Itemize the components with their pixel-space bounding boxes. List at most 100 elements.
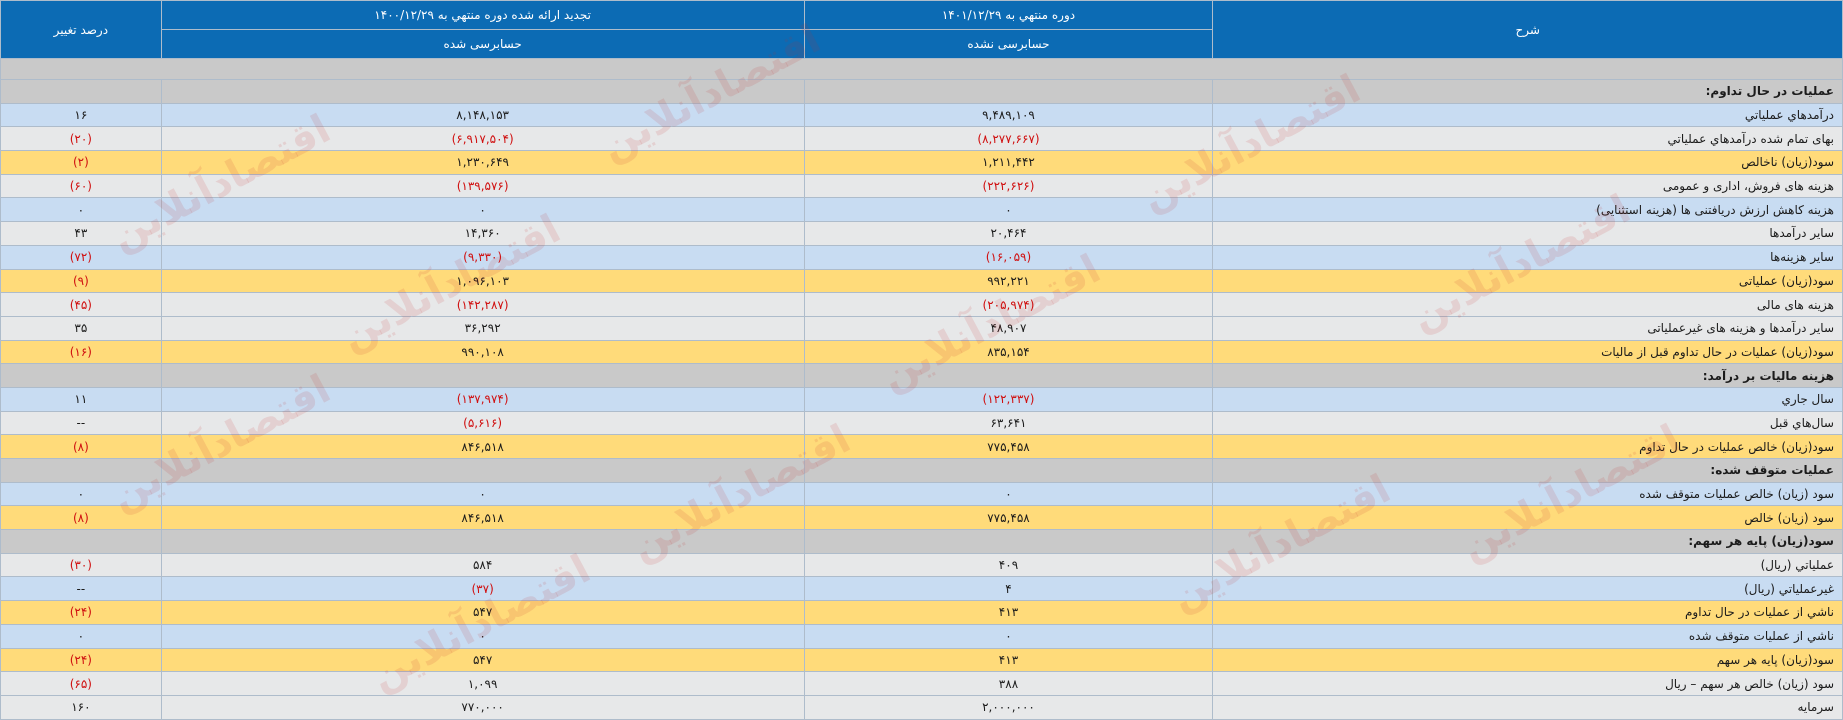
change-percent: (۹) bbox=[0, 268, 162, 294]
row-description: ساير درآمدها و هزينه هاى غيرعملياتى bbox=[1212, 315, 1843, 341]
row-description: غيرعملياتي (ريال) bbox=[1212, 576, 1843, 602]
change-percent: (۳۰) bbox=[0, 552, 162, 578]
value-1400: (۶,۹۱۷,۵۰۴) bbox=[160, 126, 805, 152]
section-empty-cell bbox=[803, 363, 1214, 388]
row-description: سرمايه bbox=[1212, 694, 1843, 720]
value-1400: ۱۴,۳۶۰ bbox=[160, 221, 805, 246]
value-1400: (۱۴۲,۲۸۷) bbox=[160, 292, 805, 317]
row-description: بهاى تمام شده درآمدهاي عملياتي bbox=[1212, 126, 1843, 152]
table-row: ساير درآمدها ۲۰,۴۶۴ ۱۴,۳۶۰ ۴۳ bbox=[0, 221, 1843, 246]
section-empty-cell bbox=[0, 79, 162, 104]
table-row: سال‌هاي قبل ۶۳,۶۴۱ (۵,۶۱۶) -- bbox=[0, 410, 1843, 436]
change-percent: ۳۵ bbox=[0, 315, 162, 341]
table-row: هزينه هاى مالى (۲۰۵,۹۷۴) (۱۴۲,۲۸۷) (۴۵) bbox=[0, 292, 1843, 317]
row-description: عملياتي (ريال) bbox=[1212, 552, 1843, 578]
value-1400: ۱,۰۹۶,۱۰۳ bbox=[160, 268, 805, 294]
change-percent: ۰ bbox=[0, 623, 162, 649]
section-empty-cell bbox=[0, 529, 162, 554]
value-1401: ۶۳,۶۴۱ bbox=[803, 410, 1214, 436]
value-1401: ۲,۰۰۰,۰۰۰ bbox=[803, 694, 1214, 720]
value-1401: (۱۶,۰۵۹) bbox=[803, 244, 1214, 270]
value-1400: ۱,۰۹۹ bbox=[160, 671, 805, 696]
change-percent: (۶۰) bbox=[0, 173, 162, 199]
value-1401: ۷۷۵,۴۵۸ bbox=[803, 434, 1214, 459]
change-percent: ۰ bbox=[0, 197, 162, 223]
table-row: ناشي از عمليات در حال تداوم ۴۱۳ ۵۴۷ (۲۴) bbox=[0, 600, 1843, 625]
change-percent: (۸) bbox=[0, 434, 162, 459]
section-header-row: سود(زيان) پايه هر سهم: bbox=[0, 529, 1843, 554]
table-row: سود (زيان) خالص عمليات متوقف شده ۰ ۰ ۰ bbox=[0, 481, 1843, 507]
row-description: سال جاري bbox=[1212, 386, 1843, 412]
table-row: بهاى تمام شده درآمدهاي عملياتي (۸,۲۷۷,۶۶۷… bbox=[0, 126, 1843, 152]
table-row: ناشي از عمليات متوقف شده ۰ ۰ ۰ bbox=[0, 623, 1843, 649]
row-description: سود(زيان) ناخالص bbox=[1212, 150, 1843, 175]
header-period-1401: دوره منتهي به ۱۴۰۱/۱۲/۲۹ bbox=[803, 0, 1214, 30]
value-1401: ۴۰۹ bbox=[803, 552, 1214, 578]
header-change: درصد تغییر bbox=[0, 0, 162, 59]
value-1400: (۱۳۷,۹۷۴) bbox=[160, 386, 805, 412]
change-percent: ۱۶۰ bbox=[0, 694, 162, 720]
value-1401: ۴۸,۹۰۷ bbox=[803, 315, 1214, 341]
spacer-row bbox=[0, 58, 1843, 80]
row-description: سود (زيان) خالص هر سهم – ريال bbox=[1212, 671, 1843, 696]
table-row: ساير درآمدها و هزينه هاى غيرعملياتى ۴۸,۹۰… bbox=[0, 315, 1843, 341]
row-description: سود(زيان) خالص عمليات در حال تداوم bbox=[1212, 434, 1843, 459]
row-description: ناشي از عمليات در حال تداوم bbox=[1212, 600, 1843, 625]
row-description: سود (زيان) خالص bbox=[1212, 505, 1843, 531]
value-1400: ۵۴۷ bbox=[160, 600, 805, 625]
value-1400: ۳۶,۲۹۲ bbox=[160, 315, 805, 341]
table-row: سود(زيان) پايه هر سهم ۴۱۳ ۵۴۷ (۲۴) bbox=[0, 647, 1843, 673]
header-desc: شرح bbox=[1212, 0, 1843, 59]
change-percent: (۲۴) bbox=[0, 600, 162, 625]
change-percent: ۱۶ bbox=[0, 102, 162, 128]
row-description: سود(زيان) پايه هر سهم bbox=[1212, 647, 1843, 673]
value-1401: ۴۱۳ bbox=[803, 600, 1214, 625]
row-description: ساير درآمدها bbox=[1212, 221, 1843, 246]
value-1401: ۳۸۸ bbox=[803, 671, 1214, 696]
section-title: سود(زيان) پايه هر سهم: bbox=[1212, 529, 1843, 554]
change-percent: (۲) bbox=[0, 150, 162, 175]
change-percent: (۱۶) bbox=[0, 339, 162, 365]
table-row: عملياتي (ريال) ۴۰۹ ۵۸۴ (۳۰) bbox=[0, 552, 1843, 578]
value-1401: ۴۱۳ bbox=[803, 647, 1214, 673]
table-row: هزينه هاى فروش، ادارى و عمومى (۲۲۲,۶۲۶) (۱… bbox=[0, 173, 1843, 199]
value-1401: ۱,۲۱۱,۴۴۲ bbox=[803, 150, 1214, 175]
change-percent: (۲۰) bbox=[0, 126, 162, 152]
value-1400: ۵۴۷ bbox=[160, 647, 805, 673]
value-1401: (۸,۲۷۷,۶۶۷) bbox=[803, 126, 1214, 152]
header-audit-1401: حسابرسی نشده bbox=[803, 29, 1214, 59]
row-description: سود(زيان) عملياتى bbox=[1212, 268, 1843, 294]
change-percent: -- bbox=[0, 576, 162, 602]
section-header-row: عمليات در حال تداوم: bbox=[0, 79, 1843, 104]
table-row: سود(زيان) عملياتى ۹۹۲,۲۲۱ ۱,۰۹۶,۱۰۳ (۹) bbox=[0, 268, 1843, 294]
value-1401: (۱۲۲,۳۳۷) bbox=[803, 386, 1214, 412]
table-row: سرمايه ۲,۰۰۰,۰۰۰ ۷۷۰,۰۰۰ ۱۶۰ bbox=[0, 694, 1843, 720]
row-description: درآمدهاي عملياتي bbox=[1212, 102, 1843, 128]
change-percent: -- bbox=[0, 410, 162, 436]
change-percent: (۷۲) bbox=[0, 244, 162, 270]
value-1400: ۵۸۴ bbox=[160, 552, 805, 578]
value-1400: ۰ bbox=[160, 481, 805, 507]
value-1401: ۰ bbox=[803, 481, 1214, 507]
value-1401: ۲۰,۴۶۴ bbox=[803, 221, 1214, 246]
table-body: عمليات در حال تداوم: درآمدهاي عملياتي ۹,۴۸… bbox=[0, 79, 1843, 720]
value-1401: ۷۷۵,۴۵۸ bbox=[803, 505, 1214, 531]
section-empty-cell bbox=[0, 363, 162, 388]
value-1400: (۱۳۹,۵۷۶) bbox=[160, 173, 805, 199]
value-1401: ۹,۴۸۹,۱۰۹ bbox=[803, 102, 1214, 128]
row-description: هزینه کاهش ارزش دریافتنی ها (هزینه استثن… bbox=[1212, 197, 1843, 223]
section-header-row: هزينه ماليات بر درآمد: bbox=[0, 363, 1843, 388]
row-description: هزينه هاى مالى bbox=[1212, 292, 1843, 317]
section-title: هزينه ماليات بر درآمد: bbox=[1212, 363, 1843, 388]
change-percent: (۸) bbox=[0, 505, 162, 531]
value-1401: ۴ bbox=[803, 576, 1214, 602]
row-description: سود (زيان) خالص عمليات متوقف شده bbox=[1212, 481, 1843, 507]
value-1401: ۹۹۲,۲۲۱ bbox=[803, 268, 1214, 294]
value-1401: ۰ bbox=[803, 623, 1214, 649]
table-row: هزینه کاهش ارزش دریافتنی ها (هزینه استثن… bbox=[0, 197, 1843, 223]
value-1400: ۰ bbox=[160, 197, 805, 223]
section-title: عمليات متوقف شده: bbox=[1212, 458, 1843, 483]
value-1400: ۷۷۰,۰۰۰ bbox=[160, 694, 805, 720]
